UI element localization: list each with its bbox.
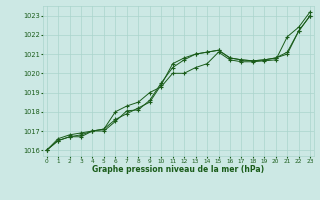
X-axis label: Graphe pression niveau de la mer (hPa): Graphe pression niveau de la mer (hPa) <box>92 165 264 174</box>
